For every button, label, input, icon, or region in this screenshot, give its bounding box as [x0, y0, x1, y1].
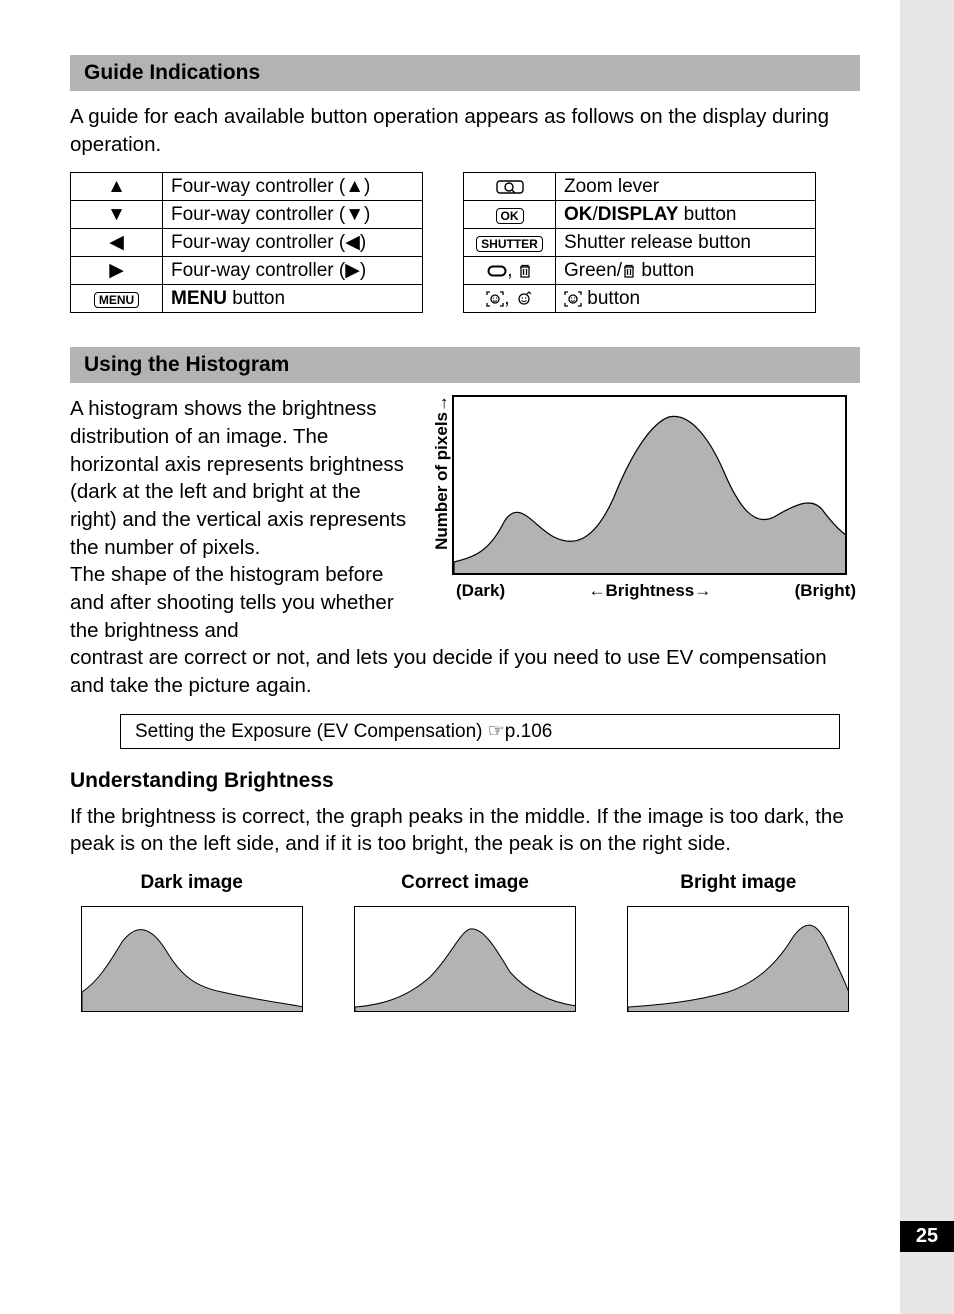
- xlabel-bright: (Bright): [795, 581, 856, 601]
- ok-icon-cell: OK: [464, 201, 556, 229]
- mini-histogram: [354, 906, 576, 1012]
- shutter-button-icon: SHUTTER: [476, 236, 543, 252]
- section-header-histogram: Using the Histogram: [70, 347, 860, 383]
- histogram-card: Dark image: [70, 872, 313, 1012]
- controller-desc: Four-way controller (▲): [163, 173, 423, 201]
- reference-box: Setting the Exposure (EV Compensation) ☞…: [120, 714, 840, 749]
- ok-bold-2: DISPLAY: [598, 204, 679, 225]
- histogram-card-title: Dark image: [70, 872, 313, 894]
- mini-histogram: [81, 906, 303, 1012]
- section-header-guide: Guide Indications: [70, 55, 860, 91]
- face-detect-icon-inline: [564, 291, 582, 307]
- controller-icon: ▶: [71, 257, 163, 285]
- green-desc: Green/ button: [556, 257, 816, 285]
- zoom-lever-icon: [496, 178, 524, 196]
- histogram-ylabel: Number of pixels→: [430, 395, 452, 558]
- histogram-card: Bright image: [617, 872, 860, 1012]
- mini-histogram: [627, 906, 849, 1012]
- guide-table-left: ▲ Four-way controller (▲)▼ Four-way cont…: [70, 172, 423, 313]
- zoom-desc: Zoom lever: [556, 173, 816, 201]
- trash-icon: [518, 263, 532, 279]
- histogram-para-2: contrast are correct or not, and lets yo…: [70, 644, 860, 699]
- trash-icon-inline: [622, 263, 636, 279]
- brightness-para: If the brightness is correct, the graph …: [70, 803, 860, 858]
- histogram-triptych: Dark image Correct image Bright image: [70, 872, 860, 1012]
- face-icon-cell: ,: [464, 285, 556, 313]
- controller-desc: Four-way controller (◀): [163, 229, 423, 257]
- guide-table-right: Zoom lever OK OK/DISPLAY button SHUTTER …: [463, 172, 816, 313]
- green-icon-cell: ,: [464, 257, 556, 285]
- shutter-desc: Shutter release button: [556, 229, 816, 257]
- face-detect-icon-2: [515, 291, 533, 307]
- xlabel-dark: (Dark): [456, 581, 505, 601]
- page-number: 25: [900, 1221, 954, 1252]
- menu-button-icon: MENU: [94, 292, 139, 308]
- controller-icon: ▲: [71, 173, 163, 201]
- ok-bold-1: OK: [564, 204, 593, 225]
- controller-icon: ◀: [71, 229, 163, 257]
- green-rect-icon: [487, 264, 507, 278]
- histogram-chart: [452, 395, 847, 575]
- xlabel-brightness: ←Brightness→: [588, 581, 711, 601]
- histogram-card: Correct image: [343, 872, 586, 1012]
- sub-header-brightness: Understanding Brightness: [70, 769, 860, 793]
- histogram-figure: Number of pixels→ (Dark) ←Brightness→ (B…: [430, 395, 860, 644]
- controller-icon: ▼: [71, 201, 163, 229]
- ok-button-icon: OK: [496, 208, 524, 224]
- menu-icon-cell: MENU: [71, 285, 163, 313]
- guide-intro-text: A guide for each available button operat…: [70, 103, 860, 158]
- controller-desc: Four-way controller (▼): [163, 201, 423, 229]
- face-detect-icon: [486, 291, 504, 307]
- ok-desc: OK/DISPLAY button: [556, 201, 816, 229]
- histogram-card-title: Correct image: [343, 872, 586, 894]
- histogram-para-1: A histogram shows the brightness distrib…: [70, 395, 410, 644]
- shutter-icon-cell: SHUTTER: [464, 229, 556, 257]
- zoom-icon-cell: [464, 173, 556, 201]
- guide-tables: ▲ Four-way controller (▲)▼ Four-way cont…: [70, 172, 860, 313]
- histogram-card-title: Bright image: [617, 872, 860, 894]
- menu-desc: MENU button: [163, 285, 423, 313]
- face-desc: button: [556, 285, 816, 313]
- controller-desc: Four-way controller (▶): [163, 257, 423, 285]
